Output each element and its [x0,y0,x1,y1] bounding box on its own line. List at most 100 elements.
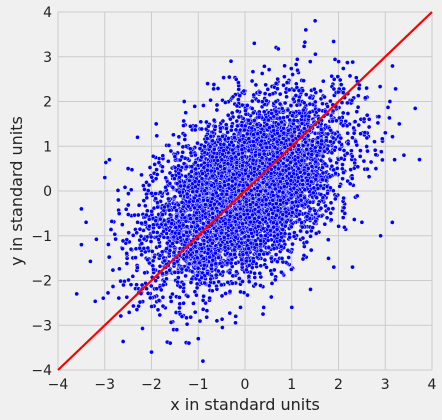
scatter-point [337,77,343,83]
scatter-point [185,294,191,299]
scatter-point [258,263,264,269]
scatter-point [130,233,136,238]
scatter-point [105,290,111,296]
scatter-point [148,283,154,289]
scatter-point [153,176,159,182]
scatter-point [342,224,347,230]
scatter-point [338,135,344,141]
scatter-point [133,255,138,260]
scatter-point [366,174,372,180]
scatter-point [345,111,351,116]
scatter-point [271,267,277,273]
scatter-point [225,112,231,118]
scatter-point [372,147,378,153]
scatter-point [320,170,326,176]
scatter-point [389,220,395,225]
scatter-point [188,314,194,320]
scatter-point [208,97,213,103]
scatter-point [193,171,199,177]
scatter-point [207,295,212,301]
scatter-point [340,215,346,220]
scatter-point [259,71,265,76]
scatter-point [131,303,136,309]
scatter-point [350,59,356,65]
scatter-point [300,235,306,241]
scatter-point [157,216,163,222]
scatter-point [230,94,236,100]
scatter-point [219,316,225,322]
scatter-point [353,75,359,81]
scatter-point [226,74,232,80]
scatter-point [355,104,361,110]
scatter-point [160,294,166,300]
scatter-point [182,132,188,138]
scatter-point [154,133,160,139]
scatter-point [335,74,341,79]
scatter-point [144,208,150,214]
scatter-point [256,252,262,257]
scatter-point [282,74,287,80]
scatter-point [170,185,176,190]
scatter-point [167,212,173,218]
scatter-point [182,137,188,142]
scatter-point [313,231,319,236]
scatter-point [387,115,392,121]
scatter-point [148,234,154,240]
scatter-point [354,193,360,199]
scatter-point [329,73,335,79]
scatter-point [330,135,336,141]
scatter-point [347,181,353,187]
scatter-point [152,162,158,167]
scatter-point [313,51,318,57]
scatter-point [268,294,274,300]
scatter-point [325,104,330,109]
scatter-point [126,191,131,196]
scatter-point [116,211,122,216]
scatter-point [285,107,291,113]
scatter-point [245,292,250,298]
scatter-point [88,259,93,264]
scatter-point [325,237,331,243]
scatter-point [282,63,287,69]
scatter-point [175,275,181,280]
scatter-point [195,265,201,271]
scatter-point [350,135,355,141]
scatter-point [299,224,305,230]
scatter-point [246,273,252,279]
scatter-point [142,270,148,276]
scatter-point [324,215,330,221]
scatter-point [156,237,161,242]
scatter-point [163,222,168,228]
scatter-point [337,183,343,189]
scatter-point [249,98,255,104]
scatter-point [351,125,356,131]
scatter-point [238,305,243,310]
scatter-point [244,103,250,108]
scatter-point [256,98,261,104]
scatter-point [220,325,225,330]
scatter-point [199,126,205,132]
scatter-point [155,307,161,313]
scatter-point [233,320,238,326]
scatter-point [234,118,240,124]
scatter-point [149,174,155,180]
scatter-point [229,123,235,129]
scatter-point [220,269,226,275]
scatter-point [336,59,341,64]
scatter-point [150,153,156,159]
scatter-point [194,292,199,298]
scatter-point [226,136,231,141]
scatter-point [356,122,362,128]
scatter-points [74,18,422,364]
scatter-point [264,264,269,270]
scatter-point [250,69,256,75]
scatter-point [192,309,198,315]
scatter-point [184,254,190,260]
scatter-point [211,86,216,92]
scatter-point [364,135,370,141]
scatter-point [184,321,190,327]
scatter-point [126,230,132,236]
scatter-point [156,160,162,165]
scatter-point [214,107,220,113]
